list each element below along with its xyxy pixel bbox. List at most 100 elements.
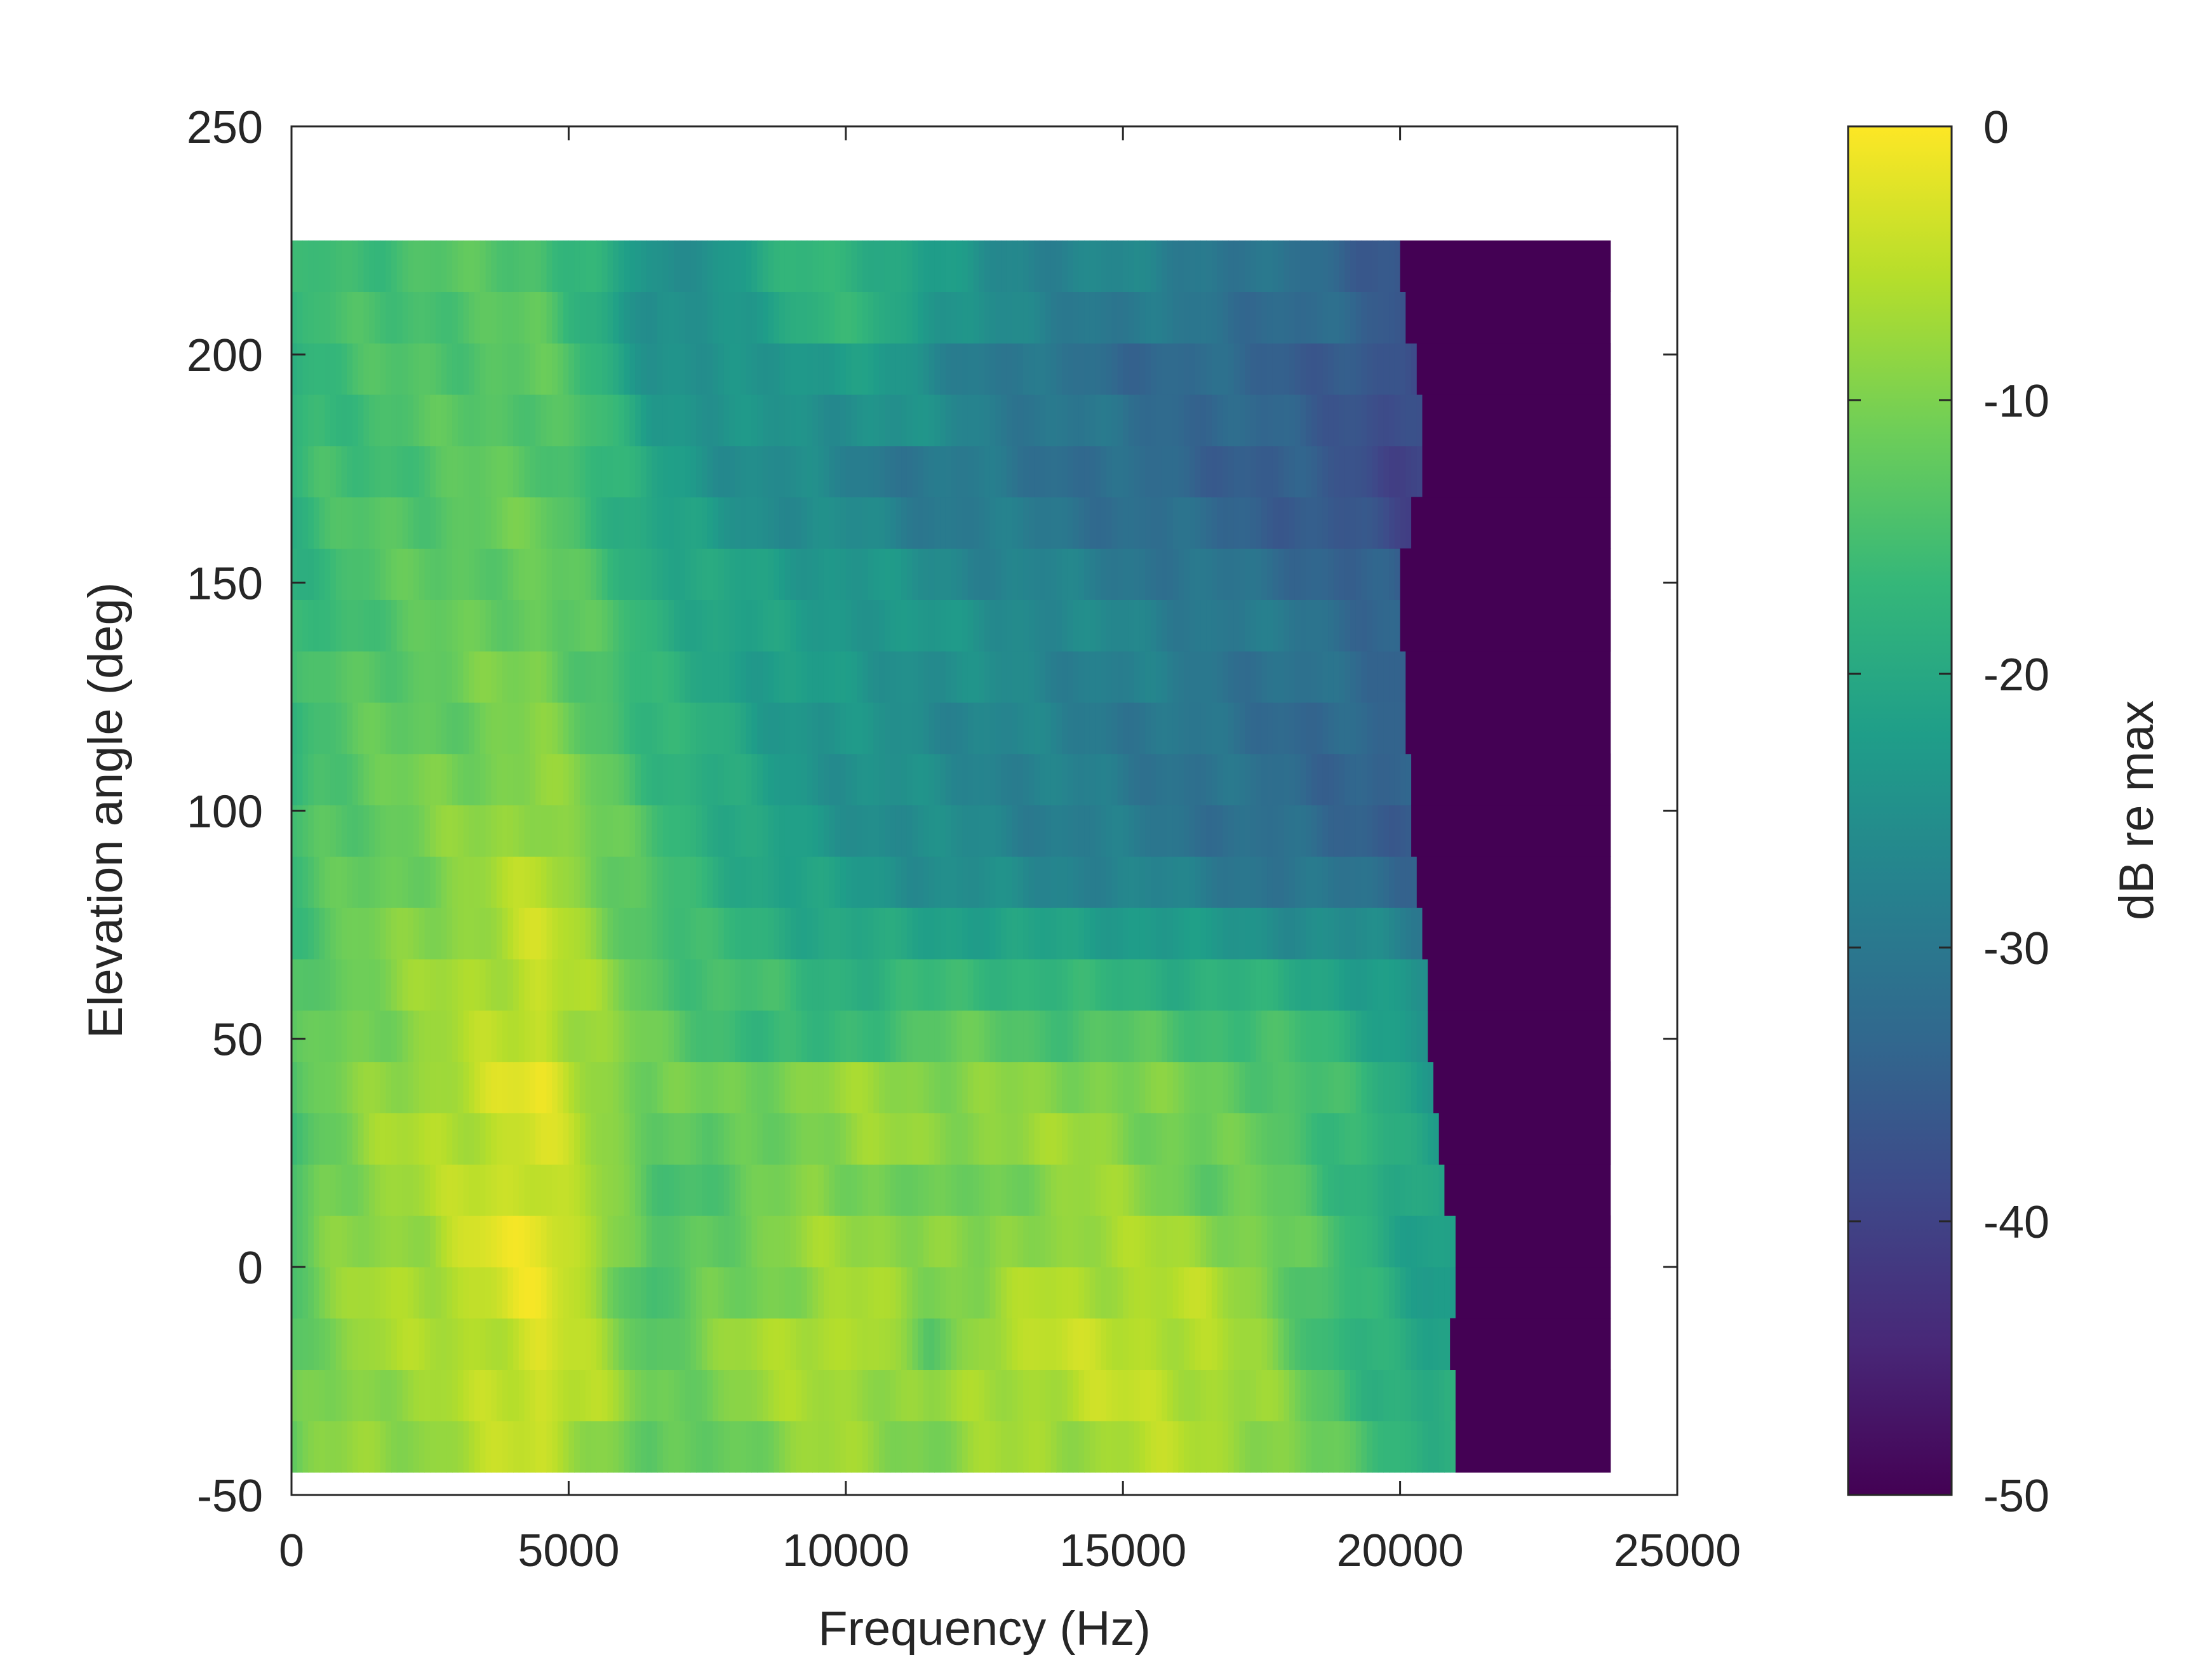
heatmap-cell — [1023, 343, 1029, 395]
heatmap-cell — [1294, 856, 1301, 908]
heatmap-cell — [402, 343, 408, 395]
heatmap-cell — [619, 1369, 625, 1421]
heatmap-cell — [1367, 1216, 1373, 1268]
heatmap-cell — [1056, 343, 1062, 395]
heatmap-cell — [585, 805, 591, 857]
heatmap-cell — [1156, 1216, 1162, 1268]
heatmap-cell — [1294, 1113, 1301, 1165]
heatmap-cell — [784, 600, 791, 652]
heatmap-cell — [1306, 292, 1312, 344]
heatmap-cell — [668, 1061, 674, 1113]
heatmap-cell — [502, 394, 508, 446]
heatmap-cell — [652, 1266, 658, 1319]
heatmap-cell — [496, 959, 503, 1011]
heatmap-cell — [685, 908, 691, 960]
heatmap-cell — [718, 394, 725, 446]
heatmap-cell — [601, 856, 608, 908]
heatmap-cell — [1167, 1113, 1174, 1165]
heatmap-cell — [613, 548, 619, 600]
heatmap-cell — [624, 959, 630, 1011]
heatmap-cell — [1189, 908, 1196, 960]
heatmap-cell — [890, 240, 896, 292]
heatmap-cell — [552, 1318, 558, 1370]
heatmap-cell — [857, 908, 863, 960]
heatmap-cell — [352, 1421, 359, 1473]
heatmap-cell — [1095, 959, 1101, 1011]
heatmap-cell — [995, 394, 1002, 446]
heatmap-cell — [596, 240, 603, 292]
heatmap-cell — [1344, 1421, 1351, 1473]
heatmap-cell — [452, 1266, 459, 1319]
heatmap-cell — [1073, 600, 1079, 652]
heatmap-cell — [1228, 445, 1235, 498]
heatmap-cell — [1328, 1318, 1334, 1370]
heatmap-cell — [1284, 394, 1290, 446]
heatmap-cell — [1211, 497, 1218, 549]
heatmap-cell — [707, 548, 713, 600]
heatmap-cell — [524, 651, 530, 703]
heatmap-cell — [452, 805, 459, 857]
heatmap-cell — [1344, 240, 1351, 292]
heatmap-cell — [1078, 1164, 1085, 1216]
heatmap-cell — [1156, 856, 1162, 908]
heatmap-cell — [713, 1113, 719, 1165]
heatmap-cell — [1361, 548, 1367, 600]
heatmap-cell — [973, 1164, 979, 1216]
heatmap-cell — [557, 343, 564, 395]
heatmap-cell — [1250, 908, 1257, 960]
heatmap-cell — [1012, 600, 1018, 652]
heatmap-cell — [385, 343, 392, 395]
heatmap-cell — [1012, 1061, 1018, 1113]
colorbar-tick-label: -50 — [1983, 1471, 2049, 1522]
heatmap-cell — [690, 1113, 697, 1165]
heatmap-cell — [1128, 445, 1135, 498]
heatmap-cell — [1106, 1318, 1113, 1370]
heatmap-cell — [1422, 1216, 1428, 1268]
heatmap-cell — [1294, 343, 1301, 395]
heatmap-cell — [430, 343, 436, 395]
heatmap-cell — [884, 805, 891, 857]
heatmap-cell — [540, 1061, 547, 1113]
heatmap-cell — [1278, 600, 1284, 652]
heatmap-cell — [1206, 1010, 1212, 1062]
heatmap-cell — [984, 292, 991, 344]
heatmap-cell — [1367, 1164, 1373, 1216]
heatmap-cell — [402, 753, 408, 806]
heatmap-cell — [1156, 651, 1162, 703]
heatmap-cell — [735, 343, 741, 395]
heatmap-cell — [292, 702, 298, 754]
heatmap-cell — [579, 1318, 586, 1370]
heatmap-cell — [579, 959, 586, 1011]
heatmap-cell — [1411, 1061, 1418, 1113]
heatmap-cell — [469, 1369, 475, 1421]
heatmap-cell — [635, 240, 641, 292]
heatmap-cell — [1361, 1318, 1367, 1370]
heatmap-cell — [502, 1113, 508, 1165]
heatmap-cell — [1040, 1010, 1046, 1062]
heatmap-cell — [779, 1061, 786, 1113]
heatmap-cell — [1123, 445, 1129, 498]
heatmap-cell — [535, 1421, 542, 1473]
heatmap-cell — [1300, 497, 1306, 549]
heatmap-cell — [624, 1369, 630, 1421]
heatmap-cell — [1001, 805, 1007, 857]
heatmap-cell — [419, 1369, 425, 1421]
heatmap-cell — [1073, 1318, 1079, 1370]
heatmap-cell — [995, 343, 1002, 395]
heatmap-cell — [956, 548, 963, 600]
heatmap-cell — [1267, 1216, 1273, 1268]
heatmap-cell — [1028, 805, 1035, 857]
heatmap-cell — [507, 1061, 514, 1113]
heatmap-cell — [1306, 1266, 1312, 1319]
heatmap-cell — [1433, 1164, 1440, 1216]
heatmap-cell — [1416, 1266, 1423, 1319]
heatmap-cell — [989, 1266, 996, 1319]
heatmap-cell — [701, 856, 708, 908]
heatmap-cell — [1172, 856, 1179, 908]
heatmap-cell — [1095, 343, 1101, 395]
heatmap-cell — [735, 651, 741, 703]
heatmap-cell — [707, 1216, 713, 1268]
heatmap-cell — [768, 753, 774, 806]
heatmap-cell — [1411, 959, 1418, 1011]
heatmap-cell — [995, 959, 1002, 1011]
